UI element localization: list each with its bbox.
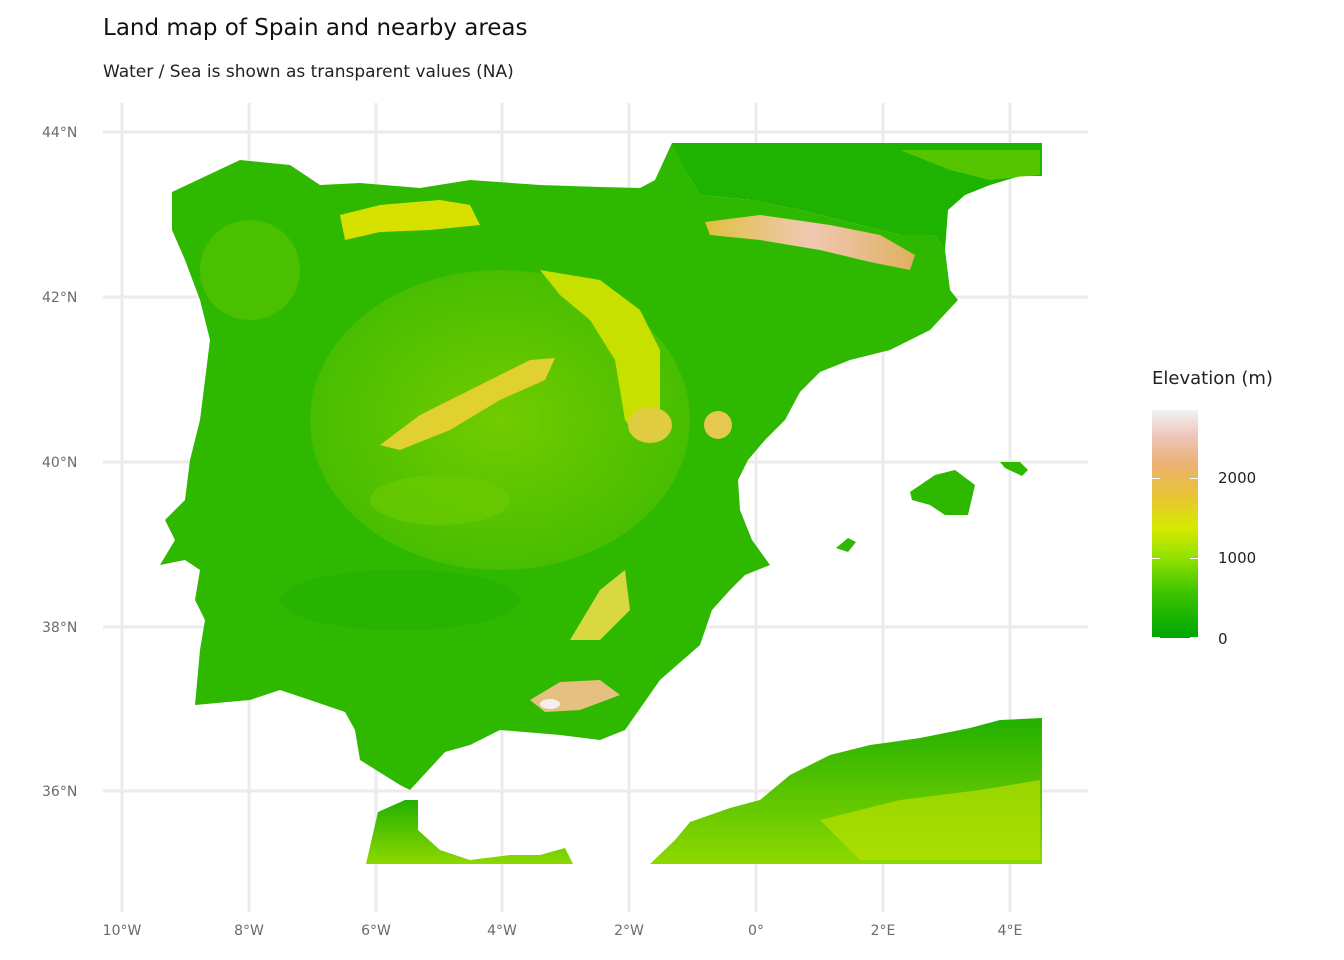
sierra-morena xyxy=(280,570,520,630)
cantabrian-range xyxy=(340,200,480,240)
javalambre xyxy=(704,411,732,439)
x-tick-label: 4°W xyxy=(487,923,517,939)
menorca-island xyxy=(1000,462,1028,476)
x-tick-label: 2°E xyxy=(871,923,896,939)
legend-title: Elevation (m) xyxy=(1152,368,1273,389)
y-tick-label: 36°N xyxy=(42,784,77,800)
northern-morocco-landmass xyxy=(366,800,573,864)
serrania-cuenca xyxy=(628,407,672,443)
legend-tick-mark xyxy=(1152,558,1198,559)
alps-foothills xyxy=(900,150,1040,180)
x-tick-label: 10°W xyxy=(103,923,142,939)
legend-tick-mark xyxy=(1152,478,1198,479)
sierra-nevada-peak xyxy=(540,699,560,709)
iberian-system xyxy=(540,270,660,440)
legend-label-0: 0 xyxy=(1218,630,1228,648)
legend-color-bar xyxy=(1152,410,1198,638)
legend-label-1000: 1000 xyxy=(1218,549,1257,567)
map-title: Land map of Spain and nearby areas xyxy=(103,15,528,41)
x-tick-label: 0° xyxy=(748,923,764,939)
mallorca-island xyxy=(910,470,975,515)
y-tick-label: 44°N xyxy=(42,125,77,141)
pyrenees-range xyxy=(705,215,915,270)
galicia-highlands xyxy=(200,220,300,320)
y-axis-ticks: 44°N 42°N 40°N 38°N 36°N xyxy=(42,125,77,800)
x-tick-label: 2°W xyxy=(614,923,644,939)
map-subtitle: Water / Sea is shown as transparent valu… xyxy=(103,62,514,82)
montes-toledo xyxy=(370,475,510,525)
x-axis-ticks: 10°W 8°W 6°W 4°W 2°W 0° 2°E 4°E xyxy=(103,923,1023,939)
legend-tick-mark xyxy=(1152,637,1198,638)
x-tick-label: 4°E xyxy=(998,923,1023,939)
y-tick-label: 38°N xyxy=(42,620,77,636)
x-tick-label: 6°W xyxy=(361,923,391,939)
cazorla-range xyxy=(570,570,630,640)
x-tick-label: 8°W xyxy=(234,923,264,939)
y-tick-label: 42°N xyxy=(42,290,77,306)
ibiza-island xyxy=(836,538,856,552)
y-tick-label: 40°N xyxy=(42,455,77,471)
legend-label-2000: 2000 xyxy=(1218,469,1257,487)
tell-atlas-range xyxy=(820,780,1040,860)
central-system xyxy=(380,358,555,450)
